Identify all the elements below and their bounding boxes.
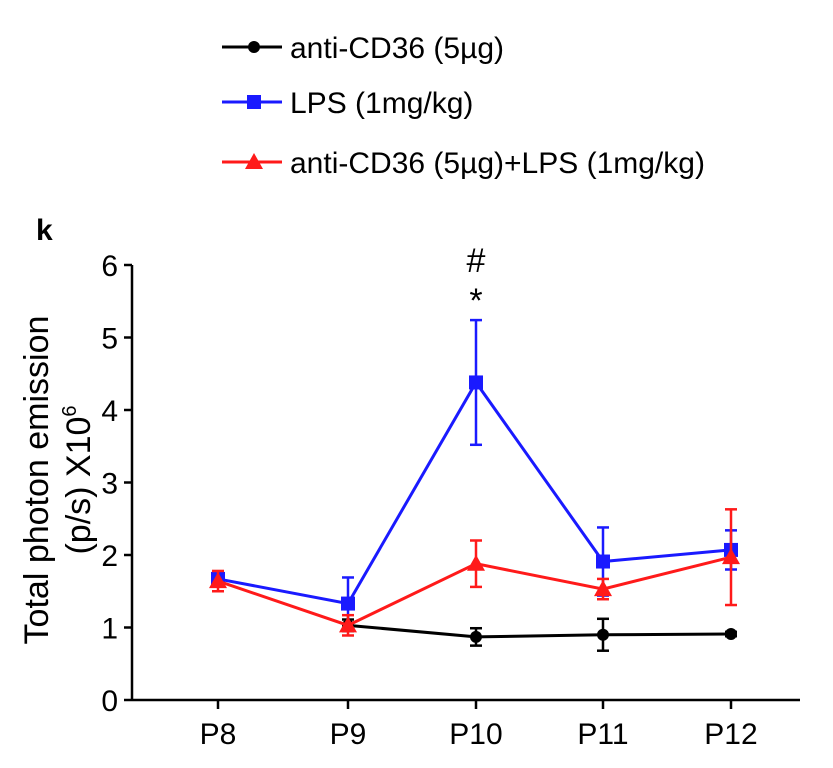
data-point	[470, 630, 482, 643]
series-2	[209, 508, 740, 637]
x-tick-label: P9	[330, 718, 367, 751]
y-tick-label: 5	[101, 323, 118, 356]
y-tick-label: 4	[101, 395, 118, 428]
data-point	[722, 548, 740, 565]
series-line	[347, 623, 732, 639]
x-tick-label: P10	[449, 718, 502, 751]
legend-label: anti-CD36 (5µg)	[290, 32, 504, 65]
data-point	[209, 572, 227, 589]
plot-area	[209, 318, 740, 652]
legend-swatch-marker	[247, 95, 261, 109]
y-tick-label: 1	[101, 613, 118, 646]
data-point	[467, 554, 485, 571]
series-1	[211, 318, 738, 631]
y-axis-title-unit: (p/s) X10	[60, 417, 98, 555]
legend-label: anti-CD36 (5µg)+LPS (1mg/kg)	[290, 147, 705, 180]
data-point	[596, 554, 610, 569]
y-tick-label: 6	[101, 250, 118, 283]
x-tick-label: P12	[704, 718, 757, 751]
data-point	[597, 628, 609, 641]
x-tick-label: P11	[577, 718, 628, 751]
x-tick-label: P8	[200, 718, 237, 751]
data-point	[339, 616, 357, 633]
legend: anti-CD36 (5µg) LPS (1mg/kg) anti-CD36 (5µ…	[222, 32, 705, 180]
axes: 0 1 2 3 4 5 6 P8 P9 P10 P11 P12	[101, 250, 800, 751]
y-axis-title: Total photon emission (p/s) X106	[18, 316, 98, 645]
data-point	[725, 628, 737, 641]
legend-swatch-marker	[248, 41, 260, 53]
significance-hash: #	[467, 242, 486, 280]
y-axis-title-exponent: 6	[59, 405, 81, 416]
data-point	[594, 580, 612, 597]
legend-item-2: anti-CD36 (5µg)+LPS (1mg/kg)	[222, 147, 705, 180]
legend-item-1: LPS (1mg/kg)	[222, 87, 473, 120]
annotations: #*	[467, 242, 486, 320]
data-point	[341, 596, 355, 611]
y-tick-label: 3	[101, 468, 118, 501]
panel-label: k	[36, 214, 53, 247]
legend-label: LPS (1mg/kg)	[290, 87, 473, 120]
legend-item-0: anti-CD36 (5µg)	[222, 32, 504, 65]
series-0	[342, 617, 737, 652]
legend-swatch-marker	[245, 153, 263, 169]
y-axis-title-line1: Total photon emission	[18, 316, 56, 645]
y-tick-label: 2	[101, 540, 118, 573]
data-point	[469, 375, 483, 390]
y-axis-title-line2: (p/s) X106	[59, 405, 98, 554]
significance-star: *	[469, 282, 482, 320]
y-tick-label: 0	[101, 685, 118, 718]
